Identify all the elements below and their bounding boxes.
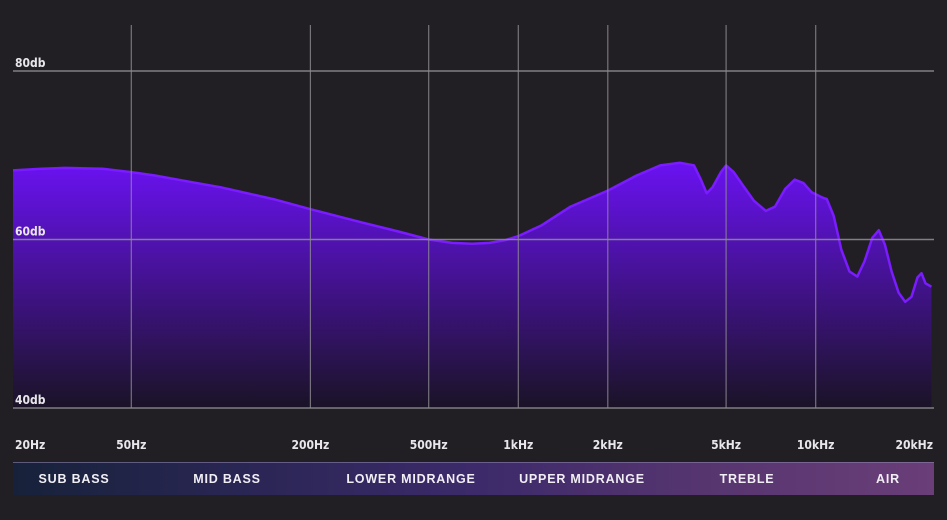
x-tick-label: 10kHz (797, 438, 835, 452)
band-label: AIR (876, 472, 900, 486)
y-tick-label: 60db (15, 225, 46, 239)
x-tick-label: 5kHz (711, 438, 741, 452)
y-tick-label: 80db (15, 56, 46, 70)
band-label: UPPER MIDRANGE (519, 472, 645, 486)
band-label: LOWER MIDRANGE (346, 472, 475, 486)
band-label: MID BASS (193, 472, 261, 486)
x-tick-label: 50Hz (116, 438, 146, 452)
response-area (13, 162, 932, 408)
x-tick-label: 500Hz (410, 438, 448, 452)
band-label: SUB BASS (39, 472, 110, 486)
x-tick-label: 200Hz (291, 438, 329, 452)
x-tick-label: 1kHz (503, 438, 533, 452)
x-tick-label: 2kHz (593, 438, 623, 452)
x-tick-label: 20Hz (15, 438, 45, 452)
x-tick-label: 20kHz (895, 438, 933, 452)
frequency-band-bar (13, 462, 934, 495)
response-line (12, 161, 933, 304)
y-tick-label: 40db (15, 393, 46, 407)
band-label: TREBLE (720, 472, 775, 486)
